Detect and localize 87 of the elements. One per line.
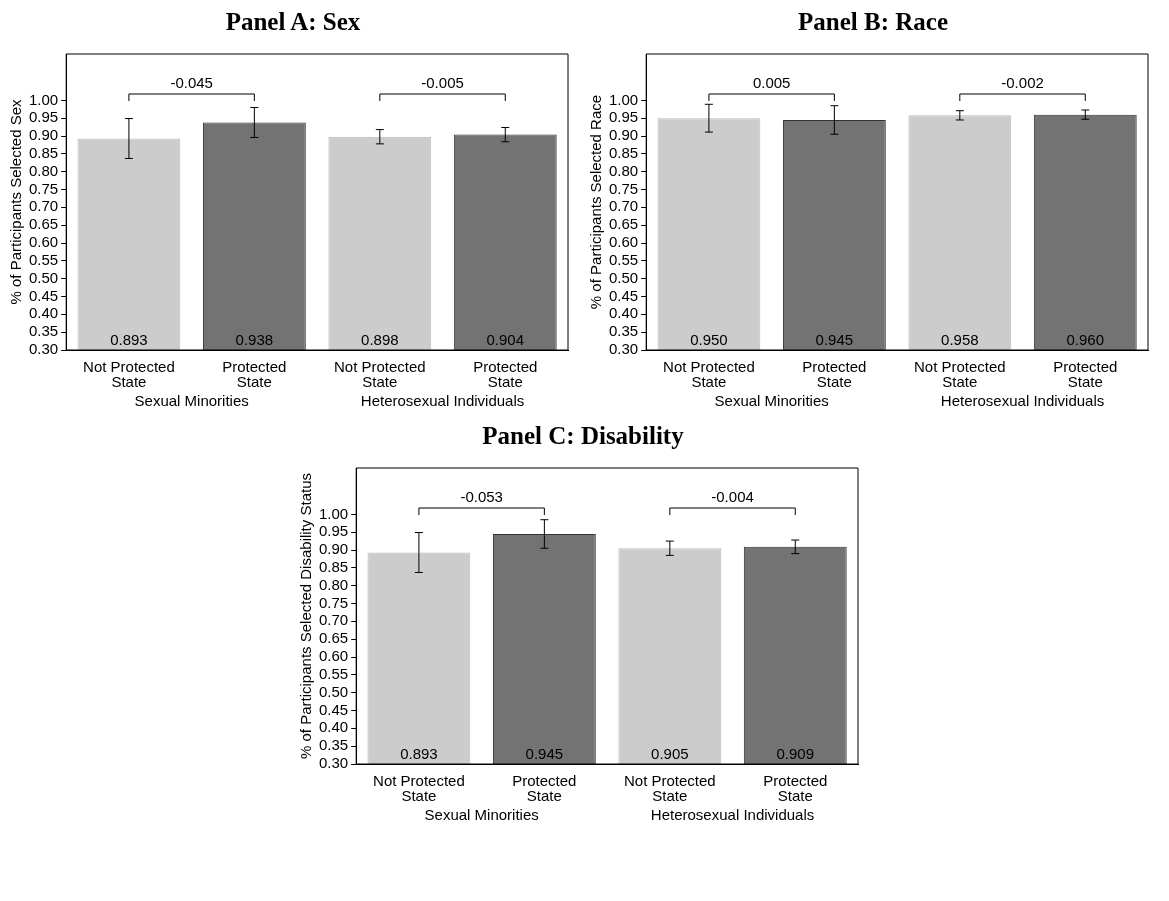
- y-tick-label: 0.45: [28, 286, 59, 304]
- y-tick-label: 0.60: [318, 647, 349, 665]
- y-tick-label: 0.70: [608, 197, 639, 215]
- x-tick-label: Protected State: [802, 357, 867, 390]
- y-tick-label: 1.00: [608, 90, 639, 108]
- data-label: 0.893: [400, 744, 438, 762]
- y-tick-label: 0.55: [28, 250, 59, 268]
- y-tick-label: 0.45: [318, 700, 349, 718]
- data-label: 0.904: [486, 330, 525, 348]
- y-axis-title: % of Participants Selected Disability Status: [297, 473, 315, 759]
- y-tick-label: 0.50: [318, 682, 349, 700]
- data-label: 0.945: [815, 330, 854, 348]
- y-tick-label: 1.00: [28, 90, 59, 108]
- y-tick-label: 0.80: [318, 575, 349, 593]
- y-tick-label: 0.80: [28, 161, 59, 179]
- data-label: 0.909: [776, 744, 815, 762]
- annotation: -0.002: [1001, 73, 1044, 91]
- chart-title: Panel C: Disability: [481, 422, 685, 450]
- y-tick-label: 0.30: [28, 340, 59, 358]
- chart-title: Panel A: Sex: [224, 8, 362, 36]
- y-tick-label: 0.85: [608, 144, 639, 161]
- y-tick-label: 0.40: [28, 304, 59, 322]
- y-tick-label: 0.95: [318, 522, 349, 540]
- text: Heterosexual Individuals: [360, 391, 525, 409]
- y-tick-label: 0.75: [28, 179, 59, 197]
- y-axis-title: % of Participants Selected Sex: [7, 98, 25, 305]
- data-label: 0.960: [1066, 330, 1105, 348]
- x-tick-label: Not Protected State: [373, 771, 465, 804]
- y-tick-label: 0.75: [608, 179, 639, 197]
- y-tick-label: 0.50: [28, 268, 59, 286]
- x-tick-label: Not Protected State: [623, 771, 716, 804]
- data-label: 0.945: [525, 744, 564, 762]
- x-tick-label: Not Protected State: [663, 357, 755, 390]
- y-tick-label: 0.65: [318, 629, 349, 647]
- text: Sexual Minorities: [424, 805, 539, 823]
- data-label: 0.938: [235, 330, 274, 348]
- y-tick-label: 0.35: [608, 322, 639, 340]
- text: Sexual Minorities: [134, 391, 249, 409]
- y-tick-label: 0.55: [318, 664, 349, 682]
- text: Heterosexual Individuals: [650, 805, 815, 823]
- y-tick-label: 0.70: [28, 197, 59, 215]
- chart-title: Panel B: Race: [797, 8, 949, 36]
- x-tick-label: Protected State: [763, 771, 828, 804]
- y-tick-label: 0.60: [608, 233, 639, 251]
- data-label: 0.958: [941, 330, 979, 348]
- x-tick-label: Not Protected State: [83, 357, 175, 390]
- text: Sexual Minorities: [714, 391, 829, 409]
- y-tick-label: 0.30: [608, 340, 639, 358]
- x-tick-label: Not Protected State: [913, 357, 1006, 390]
- y-tick-label: 0.90: [318, 540, 349, 558]
- y-tick-label: 0.95: [608, 108, 639, 126]
- y-tick-label: 0.55: [608, 250, 639, 268]
- annotation: 0.005: [752, 73, 791, 91]
- annotation: -0.045: [170, 73, 213, 91]
- y-tick-label: 0.90: [608, 126, 639, 144]
- y-tick-label: 0.45: [608, 286, 639, 304]
- y-tick-label: 0.70: [318, 611, 349, 629]
- y-tick-label: 0.40: [318, 718, 349, 736]
- y-tick-label: 0.65: [608, 215, 639, 233]
- y-tick-label: 0.35: [28, 322, 59, 340]
- x-tick-label: Protected State: [222, 357, 287, 390]
- data-label: 0.898: [361, 330, 399, 348]
- x-tick-label: Protected State: [512, 771, 577, 804]
- y-tick-label: 0.35: [318, 736, 349, 754]
- annotation: -0.004: [711, 487, 754, 505]
- y-tick-label: 0.95: [28, 108, 59, 126]
- text: Heterosexual Individuals: [940, 391, 1105, 409]
- x-tick-label: Protected State: [1053, 357, 1118, 390]
- annotation: -0.053: [460, 487, 503, 505]
- y-tick-label: 0.75: [318, 593, 349, 611]
- y-tick-label: 0.65: [28, 215, 59, 233]
- y-axis-title: % of Participants Selected Race: [587, 94, 605, 310]
- x-tick-label: Protected State: [473, 357, 538, 390]
- y-tick-label: 0.50: [608, 268, 639, 286]
- data-label: 0.950: [690, 330, 728, 348]
- y-tick-label: 0.90: [28, 126, 59, 144]
- annotation: -0.005: [421, 73, 464, 91]
- y-tick-label: 0.30: [318, 754, 349, 772]
- y-tick-label: 1.00: [318, 504, 349, 522]
- y-tick-label: 0.40: [608, 304, 639, 322]
- data-label: 0.905: [651, 744, 689, 762]
- y-tick-label: 0.80: [608, 161, 639, 179]
- x-tick-label: Not Protected State: [333, 357, 426, 390]
- y-tick-label: 0.85: [318, 558, 349, 575]
- data-label: 0.893: [110, 330, 148, 348]
- y-tick-label: 0.85: [28, 144, 59, 161]
- y-tick-label: 0.60: [28, 233, 59, 251]
